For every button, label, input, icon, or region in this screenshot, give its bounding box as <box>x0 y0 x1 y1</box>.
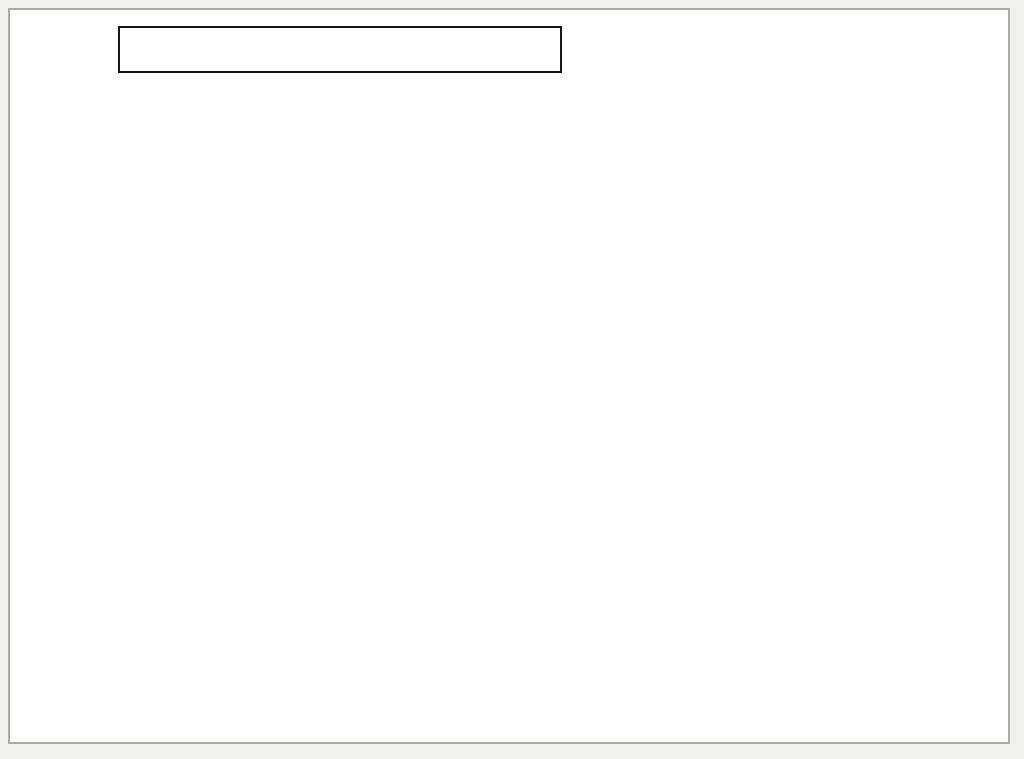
chart-title-box <box>118 26 562 73</box>
chart-canvas <box>8 8 1010 744</box>
